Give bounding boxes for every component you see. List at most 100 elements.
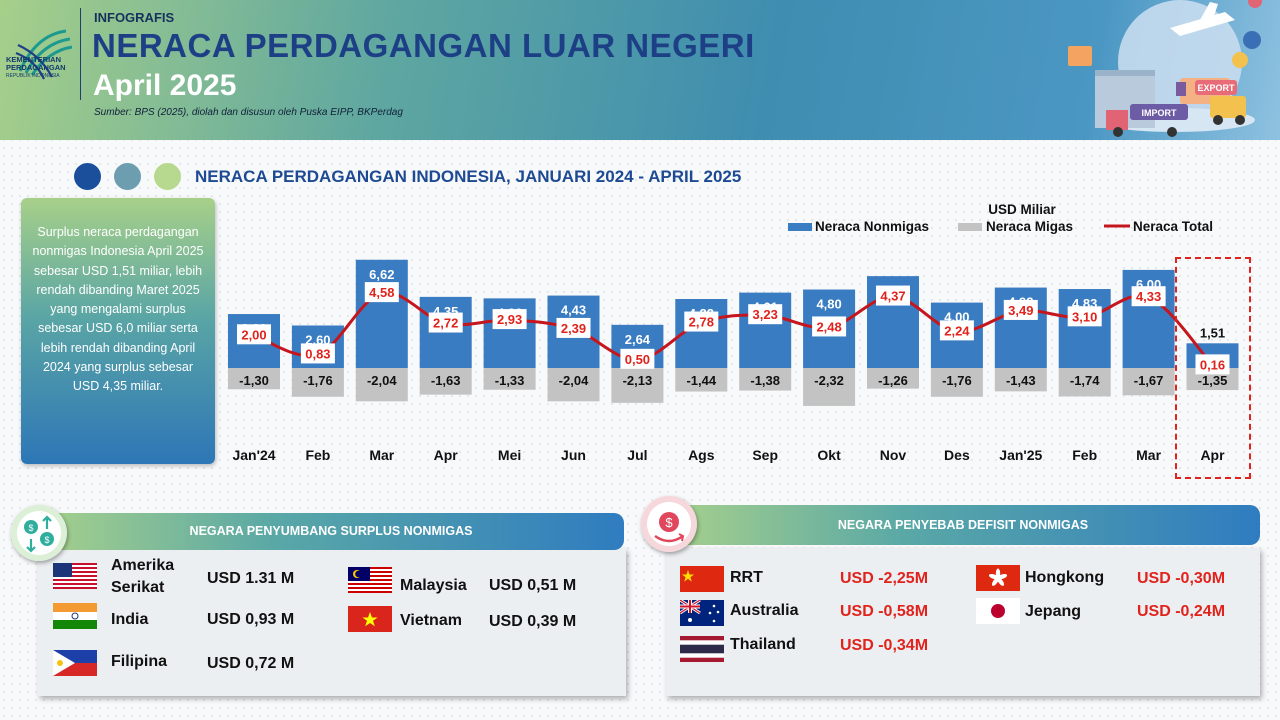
surplus-country-3: Filipina <box>111 653 167 670</box>
deficit-value-5: USD -0,24M <box>1137 603 1226 620</box>
category-label: Apr <box>434 447 459 463</box>
deficit-value-4: USD -0,30M <box>1137 570 1226 587</box>
nonmigas-value-label: 2,64 <box>625 332 651 347</box>
legend-label-nonmigas: Neraca Nonmigas <box>815 219 929 234</box>
total-value-label: 2,93 <box>497 312 522 327</box>
migas-value-label: -1,35 <box>1198 373 1228 388</box>
migas-value-label: -1,30 <box>239 373 269 388</box>
total-value-label: 4,58 <box>369 285 394 300</box>
us-flag-icon <box>53 563 97 589</box>
total-value-box <box>684 311 719 332</box>
page-subtitle: April 2025 <box>93 69 237 102</box>
migas-bar <box>419 368 472 395</box>
migas-value-label: -1,76 <box>303 373 333 388</box>
india-flag-icon <box>53 603 97 629</box>
migas-bar <box>611 368 664 403</box>
thailand-flag-icon <box>680 636 724 662</box>
deficit-country-5: Jepang <box>1025 603 1082 620</box>
deficit-badge: $ <box>641 496 697 552</box>
deficit-country-3: Thailand <box>730 636 796 653</box>
total-value-box <box>237 324 271 345</box>
surplus-value-5: USD 0,39 M <box>489 613 577 630</box>
deficit-panel-title: NEGARA PENYEBAB DEFISIT NONMIGAS <box>666 505 1260 545</box>
total-value-box <box>1067 306 1102 327</box>
surplus-country-1: Amerika Serikat <box>111 557 175 596</box>
surplus-panel <box>38 548 626 696</box>
deficit-value-3: USD -0,34M <box>840 637 929 654</box>
svg-text:$: $ <box>44 535 49 545</box>
category-label: Jan'24 <box>232 447 275 463</box>
surplus-badge: $ $ <box>11 505 67 561</box>
category-label: Jan'25 <box>999 447 1042 463</box>
deficit-country-4: Hongkong <box>1025 569 1105 586</box>
chart-unit-label: USD Miliar <box>988 202 1056 217</box>
import-badge: IMPORT <box>1142 108 1178 118</box>
page-title: NERACA PERDAGANGAN LUAR NEGERI <box>92 27 755 64</box>
deficit-country-1: RRT <box>730 569 763 586</box>
migas-bar <box>355 368 408 402</box>
migas-value-label: -1,74 <box>1070 373 1100 388</box>
category-label: Nov <box>880 447 907 463</box>
section-dot-dark <box>74 163 101 190</box>
total-value-box <box>1195 354 1230 375</box>
kicker-label: INFOGRAFIS <box>94 10 175 25</box>
total-balance-line <box>253 291 1214 367</box>
category-label: Feb <box>305 447 330 463</box>
total-value-box <box>1131 286 1166 307</box>
total-value-label: 0,50 <box>625 352 650 367</box>
migas-bar <box>930 368 983 397</box>
category-label: Apr <box>1200 447 1225 463</box>
category-label: Mei <box>498 447 521 463</box>
header-banner: KEMENTERIAN PERDAGANGAN REPUBLIK INDONES… <box>0 0 1280 140</box>
migas-value-label: -1,26 <box>878 373 908 388</box>
total-value-label: 3,10 <box>1072 309 1097 324</box>
logo-line-2: PERDAGANGAN <box>6 63 66 72</box>
trade-balance-chart: USD Miliar Neraca Nonmigas Neraca Migas Ner… <box>228 202 1239 463</box>
total-value-box <box>556 317 591 338</box>
total-value-box <box>876 285 910 306</box>
deficit-value-2: USD -0,58M <box>840 603 929 620</box>
nonmigas-value-label: 1,51 <box>1200 325 1225 340</box>
april-highlight-box <box>1175 257 1251 479</box>
ministry-name: KEMENTERIAN PERDAGANGAN REPUBLIK INDONES… <box>6 56 80 80</box>
logo-divider <box>80 8 81 100</box>
svg-text:$: $ <box>665 515 673 530</box>
japan-flag-icon <box>976 598 1020 624</box>
total-value-label: 2,78 <box>689 315 714 330</box>
total-value-box <box>748 304 783 325</box>
total-value-label: 2,24 <box>944 323 970 338</box>
category-label: Feb <box>1072 447 1097 463</box>
category-label: Ags <box>688 447 715 463</box>
migas-value-label: -1,43 <box>1006 373 1036 388</box>
category-label: Okt <box>817 447 841 463</box>
migas-bar <box>867 368 919 389</box>
migas-value-label: -1,76 <box>942 373 972 388</box>
total-value-box <box>939 320 974 341</box>
money-down-icon: $ <box>654 512 685 543</box>
svg-text:$: $ <box>28 523 33 533</box>
migas-bar <box>291 368 344 397</box>
total-value-label: 2,00 <box>241 327 266 342</box>
nonmigas-bar <box>1058 289 1111 368</box>
section-title: NERACA PERDAGANGAN INDONESIA, JANUARI 20… <box>195 167 742 186</box>
legend-swatch-migas <box>958 223 982 231</box>
trade-illustration-icon: EXPORT IMPORT <box>1068 0 1263 137</box>
category-label: Jun <box>561 447 586 463</box>
category-label: Jul <box>627 447 647 463</box>
malaysia-flag-icon <box>348 567 392 593</box>
total-value-label: 0,16 <box>1200 357 1225 372</box>
nonmigas-value-label: 4,80 <box>816 297 841 312</box>
total-value-label: 4,33 <box>1136 289 1161 304</box>
total-value-box <box>1003 299 1038 320</box>
deficit-panel <box>666 548 1260 696</box>
section-dot-mid <box>114 163 141 190</box>
surplus-panel-title: NEGARA PENYUMBANG SURPLUS NONMIGAS <box>38 513 624 550</box>
total-value-box <box>620 348 655 369</box>
summary-text: Surplus neraca perdagangan nonmigas Indo… <box>32 225 204 394</box>
migas-bar <box>547 368 600 402</box>
total-value-label: 2,48 <box>816 319 841 334</box>
ministry-logo-icon <box>15 29 73 80</box>
migas-value-label: -1,38 <box>750 373 780 388</box>
surplus-value-2: USD 0,93 M <box>207 611 295 628</box>
surplus-value-3: USD 0,72 M <box>207 655 295 672</box>
